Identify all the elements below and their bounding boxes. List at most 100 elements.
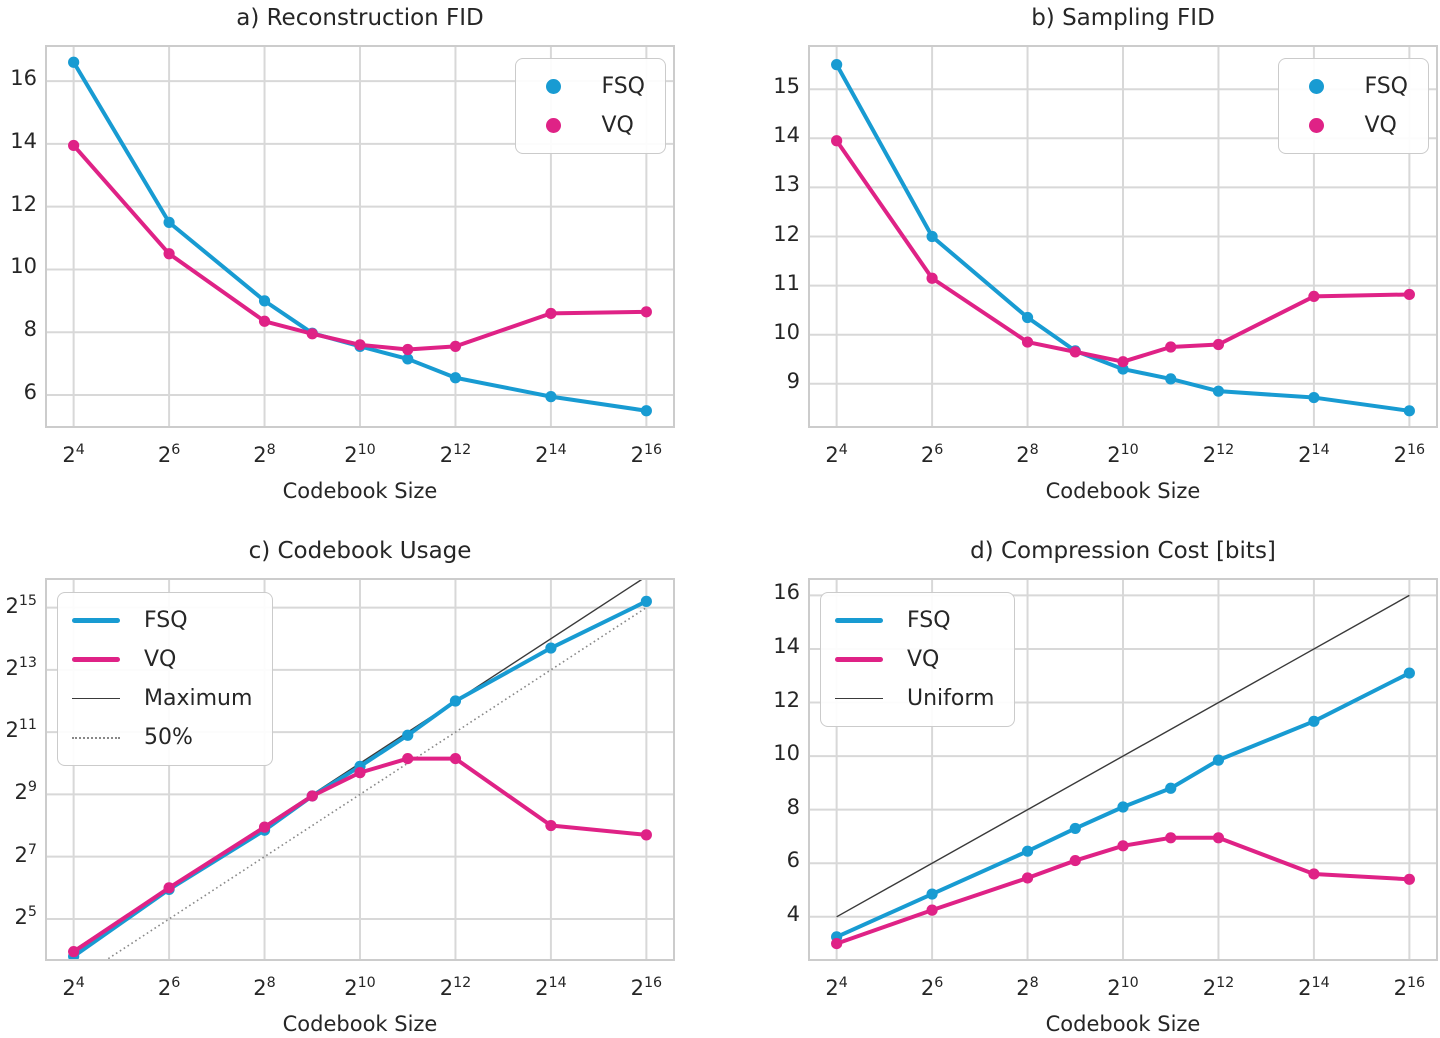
legend-entry-vq: VQ (72, 642, 252, 677)
y-tick-label: 4 (786, 901, 800, 926)
y-tick-label: 9 (786, 368, 800, 393)
y-tick-label: 14 (773, 633, 800, 658)
x-axis-label: Codebook Size (282, 479, 438, 503)
panel-codebook-usage: c) Codebook Usage FSQ VQ Maximum 50% Cod… (5, 538, 675, 1036)
x-tick-label: 210 (344, 975, 376, 1000)
panel-compression-cost: d) Compression Cost [bits] FSQ VQ Unifor… (773, 538, 1438, 1036)
legend-label-fsq: FSQ (907, 608, 951, 633)
legend-entry-50pct: 50% (72, 720, 252, 755)
legend-label-vq: VQ (1364, 113, 1397, 138)
y-tick-label: 12 (773, 221, 800, 246)
y-tick-label: 10 (773, 741, 800, 766)
x-tick-label: 26 (920, 442, 944, 467)
legend-label-50pct: 50% (144, 725, 193, 750)
panel-reconstruction-fid: a) Reconstruction FID FSQ VQ Codebook Si… (10, 5, 675, 503)
maximum-line-marker (72, 698, 120, 699)
y-tick-label: 25 (14, 903, 37, 929)
panel-c-title: c) Codebook Usage (248, 538, 472, 564)
x-tick-label: 28 (253, 975, 276, 1000)
y-tick-label: 13 (773, 172, 800, 197)
legend-label-vq: VQ (601, 113, 634, 138)
legend-entry-vq: VQ (530, 108, 645, 143)
panel-b-title: b) Sampling FID (1031, 5, 1215, 31)
y-tick-label: 6 (786, 848, 800, 873)
legend-label-uniform: Uniform (907, 686, 995, 711)
legend-sampling-fid: FSQ VQ (1278, 58, 1429, 154)
y-tick-label: 16 (10, 66, 37, 91)
vq-dot-marker (1309, 118, 1325, 133)
x-tick-label: 214 (535, 975, 567, 1000)
y-tick-label: 11 (773, 270, 800, 295)
x-tick-label: 212 (1202, 442, 1235, 467)
y-tick-label: 8 (786, 794, 800, 819)
legend-entry-fsq: FSQ (1293, 69, 1408, 104)
x-tick-label: 212 (439, 975, 472, 1000)
legend-entry-fsq: FSQ (835, 603, 994, 638)
legend-codebook-usage: FSQ VQ Maximum 50% (57, 592, 274, 766)
x-tick-label: 216 (1393, 442, 1426, 467)
legend-entry-fsq: FSQ (72, 603, 252, 638)
y-tick-label: 12 (773, 687, 800, 712)
legend-entry-fsq: FSQ (530, 69, 645, 104)
y-tick-label: 8 (23, 317, 37, 342)
fifty-percent-line-marker (72, 736, 120, 739)
y-tick-label: 10 (10, 254, 37, 279)
x-tick-label: 28 (253, 442, 276, 467)
uniform-line-marker (835, 698, 883, 699)
legend-reconstruction-fid: FSQ VQ (515, 58, 666, 154)
x-tick-label: 24 (62, 975, 85, 1000)
y-tick-label: 211 (5, 717, 37, 743)
fsq-dot-marker (546, 79, 562, 94)
y-tick-label: 16 (773, 580, 800, 605)
y-tick-label: 215 (5, 592, 37, 618)
vq-line-marker (72, 657, 120, 662)
legend-label-fsq: FSQ (601, 74, 645, 99)
x-tick-label: 24 (62, 442, 85, 467)
vq-dot-marker (546, 118, 562, 133)
x-tick-label: 24 (825, 442, 848, 467)
legend-label-fsq: FSQ (1364, 74, 1408, 99)
panel-a-title: a) Reconstruction FID (236, 5, 484, 31)
y-tick-label: 29 (14, 779, 37, 805)
legend-entry-uniform: Uniform (835, 681, 994, 716)
x-tick-label: 24 (825, 975, 848, 1000)
legend-label-fsq: FSQ (144, 608, 188, 633)
legend-label-vq: VQ (907, 647, 940, 672)
y-tick-label: 12 (10, 191, 37, 216)
panel-sampling-fid: b) Sampling FID FSQ VQ Codebook Size 24 2… (773, 5, 1438, 503)
y-tick-label: 14 (773, 123, 800, 148)
legend-entry-vq: VQ (835, 642, 994, 677)
codebook-usage-chart (45, 578, 675, 961)
vq-line-marker (835, 657, 883, 662)
y-tick-label: 6 (23, 380, 37, 405)
x-tick-label: 28 (1016, 442, 1039, 467)
x-tick-label: 214 (1298, 442, 1330, 467)
y-tick-label: 10 (773, 319, 800, 344)
y-tick-label: 15 (773, 74, 800, 99)
legend-label-vq: VQ (144, 647, 177, 672)
y-tick-label: 213 (5, 654, 37, 680)
x-tick-label: 212 (439, 442, 472, 467)
x-tick-label: 28 (1016, 975, 1039, 1000)
x-axis-label: Codebook Size (282, 1012, 438, 1036)
fsq-line-marker (72, 618, 120, 623)
x-tick-label: 212 (1202, 975, 1235, 1000)
legend-entry-maximum: Maximum (72, 681, 252, 716)
x-axis-label: Codebook Size (1045, 1012, 1201, 1036)
x-tick-label: 26 (920, 975, 944, 1000)
panel-d-title: d) Compression Cost [bits] (970, 538, 1276, 564)
x-tick-label: 210 (344, 442, 376, 467)
x-tick-label: 216 (1393, 975, 1426, 1000)
fsq-line-marker (835, 618, 883, 623)
x-tick-label: 214 (1298, 975, 1330, 1000)
x-axis-label: Codebook Size (1045, 479, 1201, 503)
x-tick-label: 210 (1107, 975, 1139, 1000)
x-tick-label: 214 (535, 442, 567, 467)
y-tick-label: 27 (14, 841, 37, 867)
x-tick-label: 26 (157, 442, 181, 467)
x-tick-label: 216 (630, 975, 663, 1000)
x-tick-label: 216 (630, 442, 663, 467)
x-tick-label: 26 (157, 975, 181, 1000)
fsq-dot-marker (1309, 79, 1325, 94)
